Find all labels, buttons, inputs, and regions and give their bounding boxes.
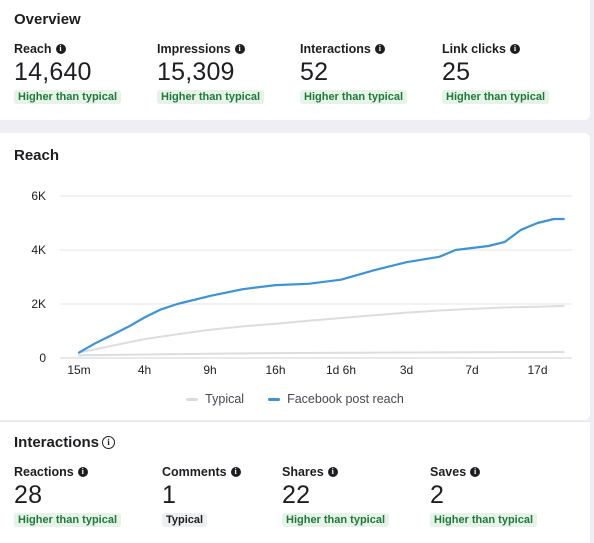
info-icon[interactable]: i bbox=[230, 467, 241, 477]
y-tick-label: 2K bbox=[31, 297, 46, 311]
status-badge: Typical bbox=[162, 513, 208, 527]
metric-comments: Comments i 1 Typical bbox=[162, 465, 241, 528]
x-tick-label: 16h bbox=[265, 363, 285, 377]
metric-label: Link clicks bbox=[442, 42, 506, 56]
chart-legend: Typical Facebook post reach bbox=[0, 392, 590, 406]
reach-title: Reach bbox=[14, 147, 60, 164]
grid bbox=[60, 195, 572, 359]
x-tick-label: 15m bbox=[67, 363, 90, 377]
interactions-title: Interactions bbox=[14, 434, 100, 451]
info-icon[interactable]: i bbox=[55, 44, 66, 54]
reach-chart[interactable]: 0 2K 4K 6K 15m 4h 9h 16h 1d 6h 3d 7d 17d bbox=[0, 133, 590, 383]
metric-reach: Reach i 14,640 Higher than typical bbox=[14, 42, 122, 105]
reach-card: Reach 0 2K 4K 6K 15m 4h 9h 16h 1d 6h 3d 7d 17d Typ… bbox=[0, 133, 590, 420]
y-tick-label: 0 bbox=[39, 351, 46, 365]
metric-value: 14,640 bbox=[14, 58, 92, 86]
metric-shares: Shares i 22 Higher than typical bbox=[282, 465, 390, 528]
series-line-baseline[interactable] bbox=[78, 351, 565, 357]
x-tick-label: 4h bbox=[138, 363, 151, 377]
metric-value: 52 bbox=[300, 58, 329, 86]
metric-impressions: Impressions i 15,309 Higher than typical bbox=[157, 42, 265, 105]
info-icon[interactable]: i bbox=[234, 44, 245, 54]
x-axis-ticks: 15m 4h 9h 16h 1d 6h 3d 7d 17d bbox=[67, 363, 547, 377]
metric-value: 15,309 bbox=[157, 58, 235, 86]
metric-label: Comments bbox=[162, 465, 227, 479]
status-badge: Higher than typical bbox=[442, 90, 550, 104]
metric-link-clicks: Link clicks i 25 Higher than typical bbox=[442, 42, 550, 105]
legend-item-typical[interactable]: Typical bbox=[186, 392, 244, 406]
series-line-facebook-post-reach[interactable] bbox=[77, 217, 565, 354]
interactions-card: Interactions i Reactions i 28 Higher than… bbox=[0, 421, 590, 543]
status-badge: Higher than typical bbox=[282, 513, 390, 527]
metric-saves: Saves i 2 Higher than typical bbox=[430, 465, 538, 528]
info-icon[interactable]: i bbox=[77, 467, 88, 477]
status-badge: Higher than typical bbox=[14, 90, 122, 104]
status-badge: Higher than typical bbox=[157, 90, 265, 104]
metric-label: Saves bbox=[430, 465, 467, 479]
metric-value: 28 bbox=[14, 481, 43, 509]
legend-swatch-post-reach bbox=[268, 397, 281, 401]
y-tick-label: 6K bbox=[31, 189, 46, 203]
metric-interactions: Interactions i 52 Higher than typical bbox=[300, 42, 408, 105]
status-badge: Higher than typical bbox=[430, 513, 538, 527]
legend-label-typical: Typical bbox=[205, 392, 245, 406]
status-badge: Higher than typical bbox=[14, 513, 122, 527]
info-icon[interactable]: i bbox=[374, 44, 385, 54]
overview-card: Overview Reach i 14,640 Higher than typic… bbox=[0, 0, 590, 120]
legend-swatch-typical bbox=[186, 397, 199, 401]
metric-value: 25 bbox=[442, 58, 471, 86]
x-tick-label: 17d bbox=[527, 363, 547, 377]
x-tick-label: 3d bbox=[400, 363, 413, 377]
y-tick-label: 4K bbox=[31, 243, 46, 257]
series-lines bbox=[77, 217, 565, 357]
x-tick-label: 7d bbox=[465, 363, 478, 377]
info-outline-icon[interactable]: i bbox=[102, 436, 116, 449]
metric-label: Shares bbox=[282, 465, 324, 479]
info-icon[interactable]: i bbox=[327, 467, 338, 477]
y-axis-ticks: 0 2K 4K 6K bbox=[31, 189, 46, 365]
info-icon[interactable]: i bbox=[470, 467, 481, 477]
metric-value: 22 bbox=[282, 481, 311, 509]
metric-label: Reactions bbox=[14, 465, 74, 479]
metric-value: 2 bbox=[430, 481, 445, 509]
legend-item-post-reach[interactable]: Facebook post reach bbox=[268, 392, 404, 406]
metric-value: 1 bbox=[162, 481, 177, 509]
metric-label: Impressions bbox=[157, 42, 231, 56]
status-badge: Higher than typical bbox=[300, 90, 408, 104]
metric-reactions: Reactions i 28 Higher than typical bbox=[14, 465, 122, 528]
series-line-typical[interactable] bbox=[78, 304, 565, 354]
metric-label: Reach bbox=[14, 42, 52, 56]
metric-label: Interactions bbox=[300, 42, 371, 56]
x-tick-label: 9h bbox=[203, 363, 216, 377]
interactions-header: Interactions i bbox=[14, 434, 116, 451]
info-icon[interactable]: i bbox=[509, 44, 520, 54]
x-tick-label: 1d 6h bbox=[326, 363, 356, 377]
overview-title: Overview bbox=[14, 11, 81, 28]
legend-label-post-reach: Facebook post reach bbox=[287, 392, 404, 406]
